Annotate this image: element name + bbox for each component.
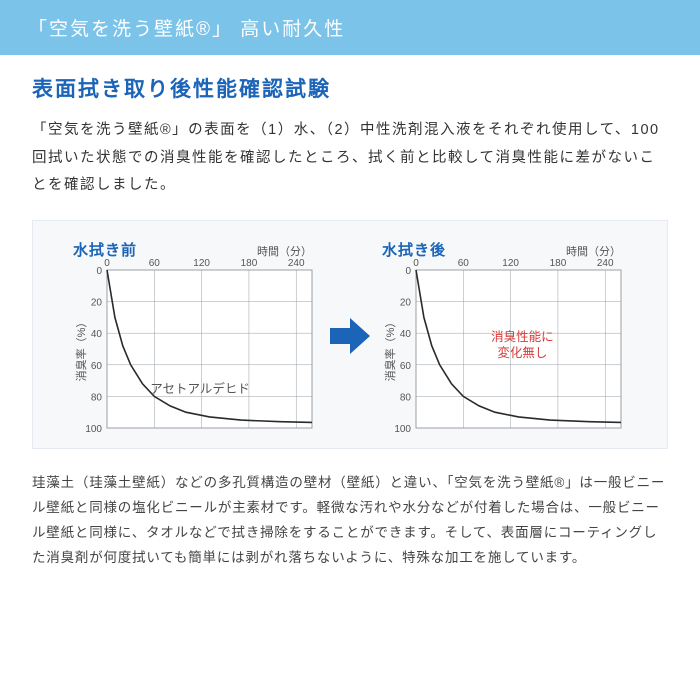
svg-text:0: 0 [104, 258, 110, 269]
content-area: 表面拭き取り後性能確認試験 「空気を洗う壁紙®」の表面を（1）水、（2）中性洗剤… [0, 55, 700, 449]
svg-text:0: 0 [413, 258, 419, 269]
svg-text:100: 100 [394, 424, 411, 435]
svg-text:180: 180 [241, 258, 258, 269]
footer-paragraph: 珪藻土（珪藻土壁紙）などの多孔質構造の壁材（壁紙）と違い、「空気を洗う壁紙®」は… [0, 471, 700, 571]
chart-after-title: 水拭き後 [382, 239, 446, 260]
svg-text:消臭率（%）: 消臭率（%） [74, 316, 88, 381]
arrow-icon [328, 314, 372, 358]
chart-before-header: 水拭き前 時間（分） [73, 239, 318, 260]
chart-before-svg: 060120180240020406080100消臭率（%）アセトアルデヒド [73, 264, 318, 434]
svg-text:アセトアルデヒド: アセトアルデヒド [150, 381, 250, 396]
svg-text:80: 80 [400, 392, 412, 403]
svg-text:20: 20 [91, 297, 103, 308]
chart-after-header: 水拭き後 時間（分） [382, 239, 627, 260]
svg-text:60: 60 [458, 258, 470, 269]
header-title: 「空気を洗う壁紙®」 高い耐久性 [28, 19, 345, 40]
svg-text:80: 80 [91, 392, 103, 403]
svg-text:60: 60 [91, 360, 103, 371]
svg-text:60: 60 [149, 258, 161, 269]
chart-after-block: 水拭き後 時間（分） 0 60 120 180 240 0 20 40 60 80 100 消臭率（%… [382, 239, 627, 434]
svg-text:120: 120 [502, 258, 519, 269]
svg-text:消臭率（%）: 消臭率（%） [383, 316, 397, 381]
svg-text:240: 240 [597, 258, 614, 269]
chart-before-xlabel: 時間（分） [257, 243, 312, 259]
svg-text:60: 60 [400, 360, 412, 371]
svg-text:20: 20 [400, 297, 412, 308]
svg-text:240: 240 [288, 258, 305, 269]
svg-text:変化無し: 変化無し [497, 345, 547, 360]
svg-text:40: 40 [400, 329, 412, 340]
chart-before-block: 水拭き前 時間（分） 0 60 120 180 240 0 20 40 60 80 100 消臭率（%… [73, 239, 318, 434]
header-band: 「空気を洗う壁紙®」 高い耐久性 [0, 0, 700, 55]
svg-text:180: 180 [550, 258, 567, 269]
section-title: 表面拭き取り後性能確認試験 [32, 73, 668, 103]
chart-before-title: 水拭き前 [73, 239, 137, 260]
intro-paragraph: 「空気を洗う壁紙®」の表面を（1）水、（2）中性洗剤混入液をそれぞれ使用して、1… [32, 117, 668, 200]
svg-text:0: 0 [405, 266, 411, 277]
chart-after-svg: 060120180240020406080100消臭率（%）消臭性能に変化無し [382, 264, 627, 434]
svg-text:100: 100 [85, 424, 102, 435]
svg-text:120: 120 [193, 258, 210, 269]
chart-panel: 水拭き前 時間（分） 0 60 120 180 240 0 20 40 60 80 100 消臭率（%… [32, 220, 668, 449]
svg-text:0: 0 [96, 266, 102, 277]
svg-text:40: 40 [91, 329, 103, 340]
svg-text:消臭性能に: 消臭性能に [491, 329, 554, 344]
chart-after-xlabel: 時間（分） [566, 243, 621, 259]
